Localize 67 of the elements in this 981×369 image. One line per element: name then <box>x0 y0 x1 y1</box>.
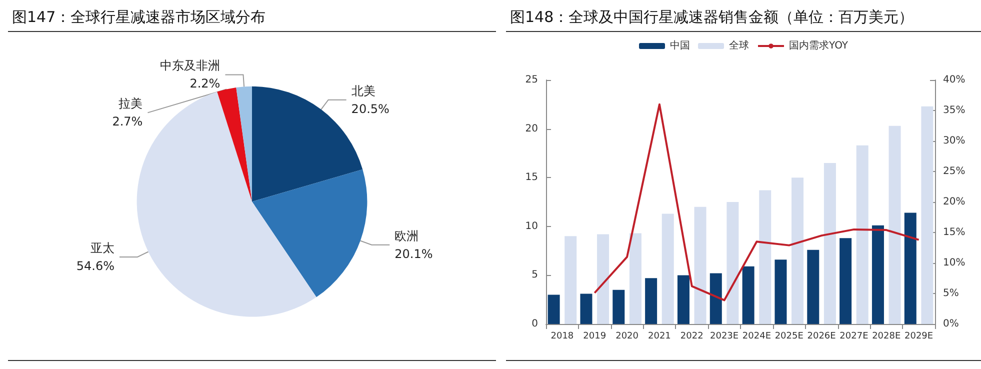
chart-title: 图148：全球及中国行星减速器销售金额（单位：百万美元） <box>506 8 981 32</box>
bar <box>840 238 852 324</box>
bar <box>726 202 739 324</box>
bar <box>759 190 772 324</box>
x-tick-label: 2020 <box>616 332 639 342</box>
x-tick-label: 2027E <box>840 332 869 342</box>
bar <box>824 162 836 324</box>
legend-label: 中国 <box>670 40 690 52</box>
slice-label: 亚太 <box>90 240 114 255</box>
slice-label: 拉美 <box>118 96 143 111</box>
bar <box>662 214 674 324</box>
bar <box>564 236 577 324</box>
bar <box>872 225 884 324</box>
y2-tick-label: 25% <box>943 166 966 177</box>
y2-tick-label: 0% <box>943 318 959 330</box>
bar <box>629 233 642 324</box>
x-tick-label: 2029E <box>904 332 934 342</box>
bar <box>694 206 706 324</box>
y-tick-label: 0 <box>532 318 538 330</box>
y2-tick-label: 10% <box>943 258 966 268</box>
slice-label: 欧洲 <box>394 228 419 243</box>
y-tick-label: 25 <box>525 74 538 86</box>
legend-label: 国内需求YOY <box>789 40 849 52</box>
bar <box>807 250 820 324</box>
y2-tick-label: 40% <box>943 74 966 86</box>
y2-tick-label: 5% <box>943 288 959 299</box>
data-label: 2.2% <box>190 76 220 91</box>
y2-tick-label: 30% <box>943 136 966 146</box>
y-tick-label: 20 <box>525 123 538 134</box>
x-tick-label: 2028E <box>872 332 901 342</box>
x-tick-label: 2025E <box>774 332 804 342</box>
data-label: 20.5% <box>351 102 390 116</box>
bar <box>742 266 754 324</box>
y2-tick-label: 15% <box>943 227 966 238</box>
line-series <box>594 103 920 302</box>
y2-tick-label: 35% <box>943 105 966 116</box>
x-tick-label: 2018 <box>550 332 574 342</box>
chart-title: 图147：全球行星减速器市场区域分布 <box>8 8 496 32</box>
y2-tick-label: 20% <box>943 196 966 208</box>
bar <box>904 212 916 324</box>
bar <box>597 234 610 324</box>
bar <box>888 126 901 324</box>
data-label: 20.1% <box>394 246 433 261</box>
bar <box>792 178 804 324</box>
y-tick-label: 15 <box>525 172 538 184</box>
x-tick-label: 2022 <box>680 332 704 342</box>
x-tick-label: 2021 <box>648 332 671 342</box>
x-tick-label: 2023E <box>710 332 739 342</box>
bar <box>612 290 625 324</box>
slice-label: 北美 <box>351 84 376 98</box>
data-label: 54.6% <box>76 258 114 273</box>
bar <box>580 294 592 324</box>
x-tick-label: 2024E <box>742 332 772 342</box>
bar <box>677 275 690 324</box>
y-tick-label: 10 <box>525 220 538 232</box>
bar <box>774 260 787 324</box>
bar <box>921 106 934 324</box>
y-tick-label: 5 <box>532 270 538 281</box>
x-tick-label: 2026E <box>807 332 836 342</box>
bar <box>856 145 868 324</box>
legend-label: 全球 <box>729 40 750 52</box>
slice-label: 中东及非洲 <box>160 58 220 73</box>
data-label: 2.7% <box>112 114 143 129</box>
bar <box>645 278 658 324</box>
x-tick-label: 2019 <box>583 332 606 342</box>
bar <box>710 273 722 324</box>
bar <box>548 294 560 324</box>
